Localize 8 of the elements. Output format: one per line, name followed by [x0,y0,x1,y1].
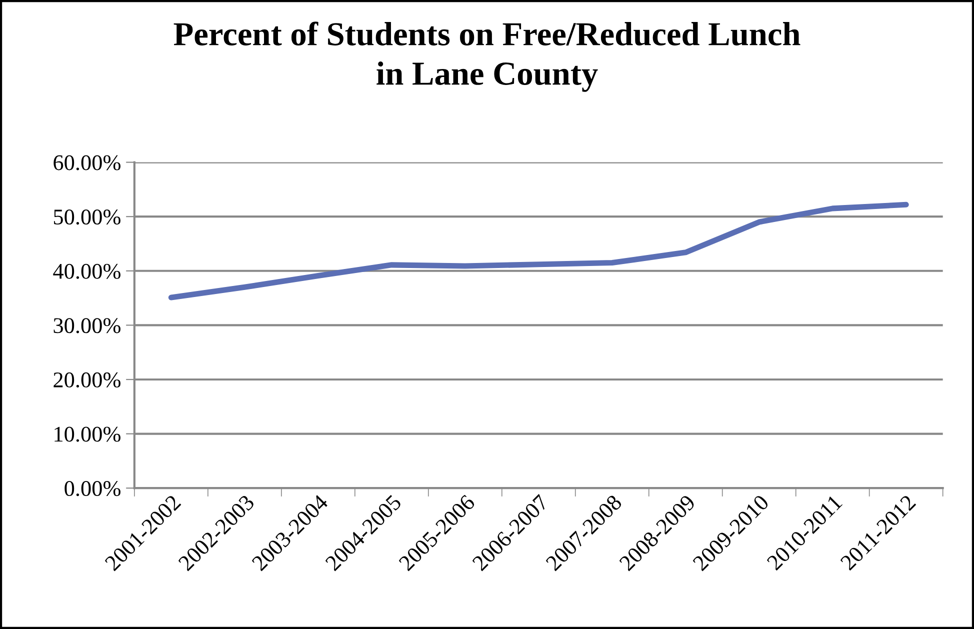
y-tick-label: 20.00% [54,372,120,388]
chart-title: Percent of Students on Free/Reduced Lunch in Lane County [174,22,800,92]
y-tick-label: 50.00% [54,210,120,225]
y-tick-label: 60.00% [54,155,120,170]
y-tick-label: 0.00% [64,481,120,496]
y-tick-label: 30.00% [54,318,120,334]
y-tick-label: 10.00% [54,426,120,442]
y-tick-label: 40.00% [53,264,120,279]
